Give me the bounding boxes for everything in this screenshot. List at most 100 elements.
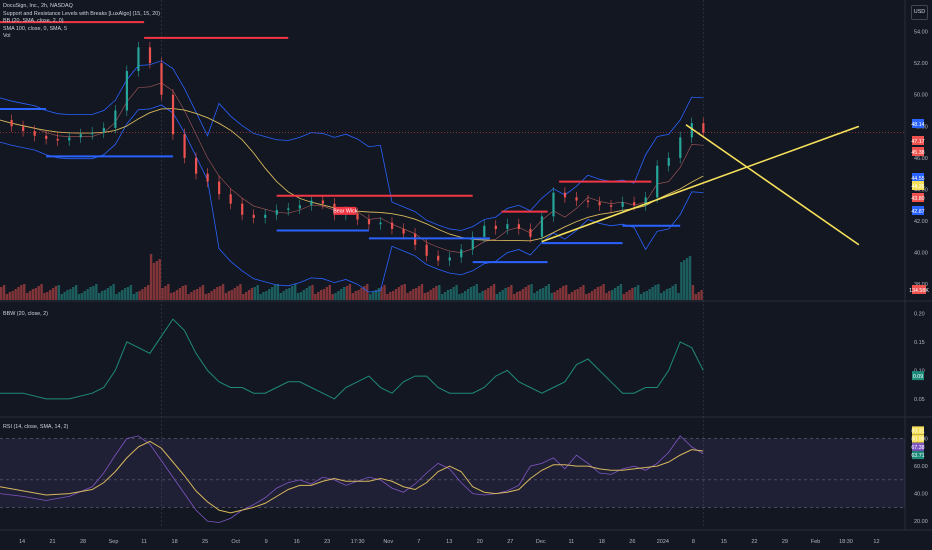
volume-bar xyxy=(97,293,101,300)
chart-legend: DocuSign, Inc., 2h, NASDAQ Support and R… xyxy=(3,3,160,41)
volume-bar xyxy=(305,288,308,300)
volume-bar xyxy=(608,291,611,300)
volume-bar xyxy=(536,291,539,300)
candle-body xyxy=(644,197,647,206)
candle-body xyxy=(252,214,255,218)
rsi-tick-label: 60.00 xyxy=(914,464,928,470)
price-pane[interactable]: Bear Wick xyxy=(0,21,905,293)
price-tick-label: 52.00 xyxy=(914,61,928,67)
rsi-value-label xyxy=(912,426,924,435)
volume-bar xyxy=(440,294,444,300)
x-tick-label: 21 xyxy=(49,539,55,545)
volume-bar xyxy=(495,294,499,300)
volume-bar xyxy=(123,288,127,300)
trendline xyxy=(685,124,860,246)
price-scale-label-text: 43.80 xyxy=(911,196,924,202)
volume-bar xyxy=(74,285,78,300)
price-scale-label-text: 47.17 xyxy=(911,139,924,145)
x-tick-label: 17:30 xyxy=(351,539,365,545)
volume-bar xyxy=(265,291,268,300)
volume-bar xyxy=(394,289,398,300)
volume-bar xyxy=(622,294,625,300)
volume-bar xyxy=(77,294,81,300)
bbw-pane[interactable] xyxy=(0,318,704,400)
candle-body xyxy=(218,181,221,195)
candle-body xyxy=(552,192,555,217)
volume-bar xyxy=(236,286,239,300)
x-tick-label: 13 xyxy=(446,539,452,545)
volume-bar xyxy=(337,291,340,300)
currency-button[interactable]: USD xyxy=(911,5,928,20)
rsi-value-label xyxy=(912,434,924,443)
candle-body xyxy=(56,138,59,141)
volume-bar xyxy=(161,288,164,300)
volume-bar xyxy=(634,287,637,300)
volume-bar xyxy=(51,288,55,300)
volume-bar xyxy=(170,293,173,300)
rsi-pane[interactable] xyxy=(0,435,905,523)
candle-body xyxy=(667,157,670,166)
volume-bar xyxy=(8,292,12,300)
volume-bar xyxy=(564,285,568,300)
volume-bar xyxy=(636,285,640,300)
volume-bar xyxy=(631,288,634,300)
x-tick-label: 14 xyxy=(19,539,25,545)
volume-bar xyxy=(172,292,176,300)
legend-sr-indicator[interactable]: Support and Resistance Levels with Break… xyxy=(3,10,161,17)
candle-body xyxy=(68,137,71,141)
volume-bar xyxy=(466,289,470,300)
volume-bar xyxy=(420,284,424,300)
volume-bar xyxy=(291,286,294,300)
volume-bar xyxy=(406,293,409,300)
volume-bar xyxy=(0,287,3,300)
x-tick-label: Feb xyxy=(811,539,820,545)
volume-scale-label xyxy=(912,285,926,294)
volume-bar xyxy=(178,288,182,300)
legend-bb-indicator[interactable]: BB (20, SMA, close, 2, 0) xyxy=(3,18,64,25)
rsi-line xyxy=(0,435,704,523)
volume-bar xyxy=(100,291,104,300)
candle-body xyxy=(517,224,520,229)
volume-bar xyxy=(348,284,352,300)
volume-bar xyxy=(579,287,582,300)
x-tick-label: 25 xyxy=(202,539,208,545)
candle-body xyxy=(321,200,325,204)
bbw-pane-title[interactable]: BBW (20, close, 2) xyxy=(3,311,48,317)
candle-body xyxy=(633,202,636,206)
volume-bar xyxy=(366,284,369,300)
volume-bar xyxy=(219,286,222,300)
price-scale-label-text: 44.26 xyxy=(911,184,924,190)
x-tick-label: 8 xyxy=(692,539,695,545)
volume-bar xyxy=(92,286,95,300)
volume-bar xyxy=(293,284,297,300)
rsi-pane-title[interactable]: RSI (14, close, SMA, 14, 2) xyxy=(3,424,69,430)
rsi-value-label-text: 80.98 xyxy=(911,437,924,443)
volume-bar xyxy=(86,289,89,300)
volume-bar xyxy=(221,284,225,300)
volume-bar xyxy=(533,293,536,300)
legend-volume-indicator[interactable]: Vol xyxy=(3,33,11,40)
price-tick-label: 44.00 xyxy=(914,187,928,193)
volume-bar xyxy=(657,284,660,300)
volume-bar xyxy=(146,285,150,300)
volume-bar xyxy=(190,292,193,300)
x-tick-label: Oct xyxy=(231,539,240,545)
candle-body xyxy=(529,228,532,237)
volume-bar xyxy=(2,285,6,300)
volume-bar xyxy=(37,286,40,300)
legend-sma-indicator[interactable]: SMA 100, close, 0, SMA, 5 xyxy=(3,25,68,32)
volume-bar xyxy=(645,291,649,300)
legend-symbol[interactable]: DocuSign, Inc., 2h, NASDAQ xyxy=(3,3,73,9)
candle-body xyxy=(610,205,613,207)
bear-wick-tag xyxy=(334,206,357,215)
candle-body xyxy=(448,257,451,261)
bear-wick-tag-label: Bear Wick xyxy=(333,209,357,215)
volume-bar xyxy=(83,291,86,300)
volume-bar xyxy=(66,290,69,300)
volume-bar xyxy=(409,291,412,300)
volume-bar xyxy=(141,289,144,300)
x-tick-label: 26 xyxy=(629,539,635,545)
volume-bar xyxy=(501,290,504,300)
volume-bar xyxy=(596,287,600,300)
